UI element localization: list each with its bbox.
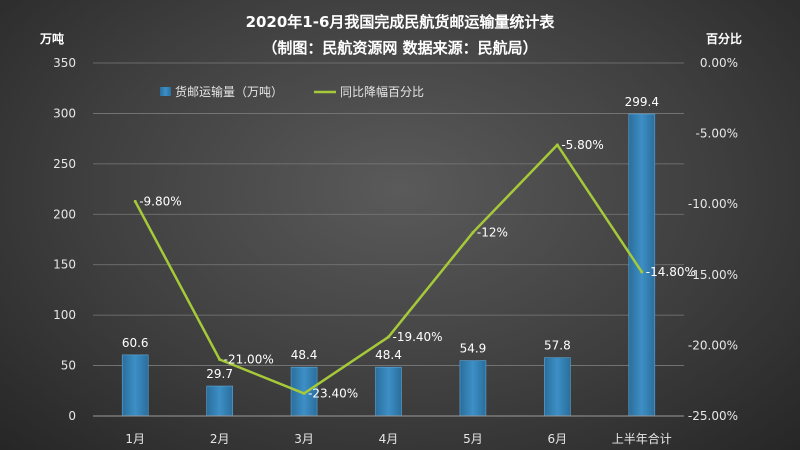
line-labels: -9.80% -21.00% -23.40% -19.40% -12% -5.80% -14…	[139, 138, 696, 401]
line-point	[555, 143, 559, 147]
x-tick-label: 4月	[379, 432, 399, 446]
x-tick-label: 3月	[294, 432, 314, 446]
right-axis-unit: 百分比	[706, 32, 743, 46]
bar	[459, 360, 487, 417]
bar	[375, 366, 402, 417]
legend-bar-label: 货邮运输量（万吨）	[175, 84, 283, 99]
right-tick-label: -5.00%	[696, 127, 738, 141]
left-axis: 0 50 100 150 200 250 300 350	[53, 56, 76, 423]
line-value-label: -9.80%	[139, 194, 181, 208]
line-value-label: -12%	[477, 225, 508, 239]
left-tick-label: 250	[53, 157, 76, 171]
bar-series	[121, 113, 656, 417]
x-tick-label: 1月	[125, 432, 145, 446]
line-value-label: -19.40%	[393, 330, 443, 344]
right-axis: -25.00% -20.00% -15.00% -10.00% -5.00% 0.00%	[688, 56, 738, 423]
line-point	[302, 391, 306, 395]
x-tick-label: 6月	[548, 432, 568, 446]
bar-value-label: 48.4	[375, 348, 402, 362]
line-value-label: -5.80%	[561, 138, 603, 152]
right-tick-label: -20.00%	[688, 338, 738, 352]
line-point	[387, 335, 390, 339]
bar	[206, 385, 233, 417]
line-point	[218, 358, 222, 362]
line-point	[471, 230, 475, 234]
bar-value-label: 299.4	[625, 95, 659, 109]
left-tick-label: 100	[53, 308, 76, 322]
x-tick-label: 上半年合计	[612, 431, 672, 446]
legend-bar-swatch	[160, 87, 171, 96]
left-tick-label: 50	[61, 359, 76, 373]
right-tick-label: 0.00%	[700, 56, 738, 70]
legend: 货邮运输量（万吨） 同比降幅百分比	[160, 84, 424, 99]
legend-line-label: 同比降幅百分比	[340, 84, 424, 99]
line-value-label: -23.40%	[308, 386, 358, 400]
gridlines	[93, 62, 684, 417]
left-axis-unit: 万吨	[40, 32, 65, 46]
bar	[121, 354, 149, 417]
left-tick-label: 0	[68, 409, 76, 423]
bar-labels: 60.6 29.7 48.4 48.4 54.9 57.8 299.4	[122, 95, 659, 381]
line-value-label: -21.00%	[224, 353, 274, 367]
right-tick-label: -15.00%	[688, 268, 738, 282]
line-point	[133, 199, 137, 203]
line-series	[133, 143, 644, 395]
left-tick-label: 300	[53, 106, 76, 120]
bar-value-label: 57.8	[544, 339, 571, 353]
bar-value-label: 54.9	[460, 342, 487, 356]
line-value-label: -14.80%	[646, 265, 696, 279]
left-tick-label: 150	[53, 258, 76, 272]
x-tick-label: 2月	[210, 432, 230, 446]
bar-value-label: 60.6	[122, 336, 149, 350]
right-tick-label: -25.00%	[688, 409, 738, 423]
bar-value-label: 48.4	[291, 348, 318, 362]
x-tick-label: 5月	[463, 432, 483, 446]
bar-value-label: 29.7	[206, 367, 233, 381]
left-tick-label: 350	[53, 56, 76, 70]
bar	[290, 366, 318, 417]
chart-subtitle: （制图：民航资源网 数据来源：民航局）	[262, 39, 538, 57]
bar	[628, 113, 656, 417]
right-tick-label: -10.00%	[688, 197, 738, 211]
left-tick-label: 200	[53, 207, 76, 221]
bar	[544, 357, 571, 417]
chart-title: 2020年1-6月我国完成民航货邮运输量统计表	[245, 13, 555, 31]
line-point	[640, 270, 644, 274]
x-axis: 1月 2月 3月 4月 5月 6月 上半年合计	[93, 415, 684, 446]
